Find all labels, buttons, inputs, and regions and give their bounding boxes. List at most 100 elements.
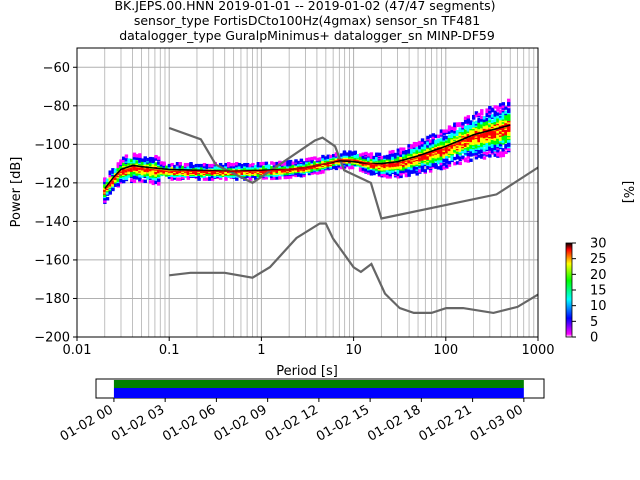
psd-cell (253, 166, 258, 171)
psd-cell (259, 163, 263, 168)
psd-cell (431, 162, 436, 166)
psd-cell (332, 165, 336, 169)
psd-cell (439, 166, 444, 171)
colorbar-tick-label: 20 (590, 268, 607, 283)
psd-cell (426, 140, 430, 145)
psd-cell (412, 144, 417, 148)
psd-cell (165, 165, 169, 170)
psd-cell (197, 175, 201, 179)
psd-cell (189, 162, 193, 166)
psd-cell (151, 181, 156, 186)
psd-cell (453, 130, 457, 134)
psd-cell (447, 163, 452, 167)
mode-line (104, 126, 511, 191)
psd-cell (262, 165, 266, 170)
psd-cell (132, 179, 137, 183)
psd-cell (453, 161, 457, 166)
psd-cell (192, 164, 196, 169)
psd-cell (208, 177, 212, 181)
psd-cell (388, 156, 392, 160)
psd-cell (200, 165, 204, 170)
psd-cell (302, 161, 306, 165)
psd-cell (501, 153, 506, 158)
psd-cell (377, 170, 382, 174)
colorbar-tick-label: 0 (590, 331, 598, 346)
psd-cell (127, 158, 131, 162)
psd-cell (375, 156, 379, 161)
psd-cell (264, 164, 269, 168)
psd-cell (369, 152, 374, 156)
psd-cell (466, 155, 471, 159)
psd-cell (248, 176, 252, 180)
psd-cell (272, 163, 277, 168)
psd-cell (313, 170, 317, 175)
psd-cell (358, 153, 363, 157)
psd-cell (458, 132, 462, 137)
psd-cell (445, 164, 449, 168)
psd-cell (393, 171, 398, 176)
psd-cell (482, 118, 487, 123)
psd-cell (485, 117, 489, 122)
psd-cell (135, 160, 139, 164)
psd-cell (105, 180, 110, 185)
psd-cell (138, 153, 142, 157)
psd-cell (313, 161, 317, 165)
psd-cell (385, 154, 390, 159)
psd-cell (310, 156, 314, 161)
psd-cell (130, 158, 134, 163)
psd-cell (283, 175, 287, 180)
psd-cell (439, 140, 444, 145)
psd-cell (299, 158, 304, 163)
psd-cell (294, 159, 298, 163)
psd-cell (146, 176, 150, 180)
psd-cell (474, 156, 479, 160)
psd-cell (178, 164, 182, 169)
psd-cell (256, 163, 261, 168)
psd-cell (469, 120, 473, 124)
psd-cell (493, 146, 497, 151)
psd-cell (122, 162, 126, 167)
psd-cell (391, 153, 395, 157)
psd-cell (501, 114, 506, 119)
psd-cell (415, 172, 419, 176)
psd-cell (501, 139, 506, 144)
psd-cell (170, 162, 174, 167)
psd-cell (488, 110, 492, 114)
psd-cell (356, 154, 360, 158)
psd-cell (369, 169, 374, 174)
psd-cell (434, 139, 438, 144)
psd-cell (229, 166, 234, 171)
psd-cell (407, 166, 411, 170)
psd-cell (175, 177, 180, 181)
psd-cell (445, 155, 449, 159)
psd-cell (480, 115, 484, 120)
psd-cell (407, 168, 411, 172)
psd-cell (253, 164, 258, 169)
psd-cell (210, 163, 215, 168)
psd-cell (243, 162, 247, 167)
psd-cell (488, 147, 492, 151)
psd-cell (183, 174, 188, 178)
psd-cell (501, 104, 506, 109)
psd-cell (245, 165, 250, 170)
psd-cell (315, 170, 320, 174)
psd-cell (488, 141, 492, 146)
psd-cell (154, 162, 158, 166)
availability-tick-label: 01-02 00 (58, 402, 116, 444)
psd-cell (127, 162, 131, 166)
availability-tick-label: 01-02 12 (263, 402, 321, 444)
psd-cell (461, 122, 465, 126)
psd-cell (447, 128, 452, 132)
psd-plot: 0.01 0.1 1 10 100 1000 −200 −180 −160 −140 −120 −1… (9, 47, 555, 379)
psd-cell (151, 179, 156, 183)
psd-cell (501, 102, 506, 106)
psd-cell (318, 157, 322, 161)
psd-cell (477, 112, 481, 117)
psd-cell (474, 111, 479, 115)
psd-cell (135, 176, 139, 180)
psd-cell (377, 152, 382, 157)
psd-cell (313, 156, 317, 160)
psd-cell (256, 162, 261, 166)
title-line-1: BK.JEPS.00.HNN 2019-01-01 -- 2019-01-02 … (114, 0, 495, 13)
psd-cell (490, 107, 495, 111)
